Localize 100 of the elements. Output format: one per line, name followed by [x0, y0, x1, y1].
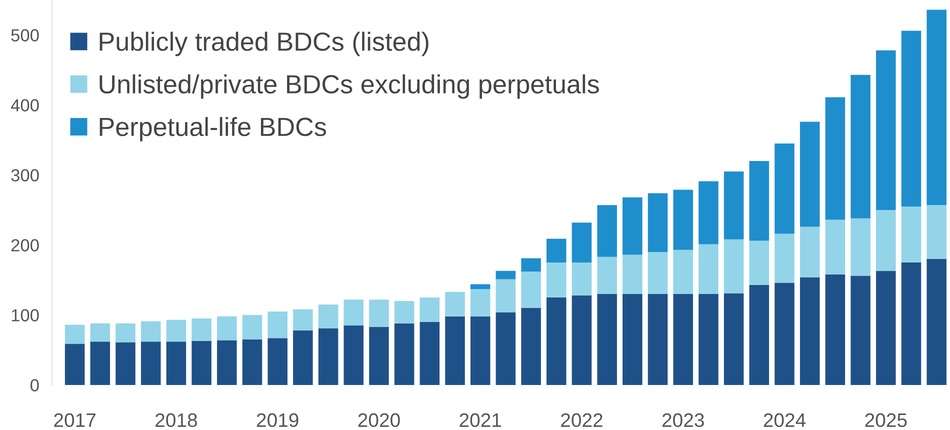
- bar: [546, 262, 566, 298]
- bar: [572, 262, 592, 296]
- bar: [496, 279, 516, 312]
- y-tick-label: 300: [11, 169, 39, 182]
- bar: [140, 321, 161, 342]
- bar: [825, 97, 846, 220]
- bar: [800, 277, 820, 385]
- bar: [926, 259, 946, 385]
- bar: [116, 342, 136, 385]
- x-tick-label: 2018: [156, 413, 197, 428]
- bar: [901, 262, 922, 385]
- bar: [344, 326, 364, 385]
- x-tick-label: 2024: [764, 413, 806, 428]
- bar: [420, 298, 440, 322]
- legend-label: Publicly traded BDCs (listed): [100, 32, 428, 56]
- y-tick-label: 100: [12, 309, 39, 322]
- bar: [774, 282, 794, 385]
- bar: [496, 270, 516, 280]
- bar: [369, 326, 389, 385]
- legend-label: Unlisted/private BDCs excluding perpetuals: [100, 74, 599, 99]
- bar: [774, 144, 794, 234]
- bar: [850, 74, 870, 218]
- bar: [876, 270, 896, 385]
- bar: [800, 122, 820, 227]
- bar: [901, 30, 922, 206]
- bar: [648, 193, 668, 252]
- bar: [597, 205, 617, 257]
- bar: [268, 338, 288, 385]
- bar: [597, 256, 617, 294]
- bar: [166, 342, 186, 385]
- bar: [445, 292, 465, 316]
- bar: [90, 342, 110, 385]
- bar: [64, 344, 85, 385]
- bar: [749, 240, 770, 285]
- bar: [242, 340, 262, 385]
- y-tick-label: 400: [10, 99, 39, 112]
- x-tick-label: 2023: [662, 413, 704, 428]
- bar: [217, 340, 237, 385]
- bar: [394, 301, 414, 324]
- bar: [572, 295, 592, 385]
- bar: [622, 254, 642, 294]
- bar: [369, 300, 389, 327]
- x-tick-label: 2019: [256, 413, 298, 428]
- bar: [268, 312, 288, 338]
- bar: [318, 304, 338, 328]
- bar: [850, 276, 870, 385]
- bar: [546, 298, 566, 385]
- bar: [470, 316, 490, 385]
- bar: [521, 272, 541, 308]
- bar: [698, 244, 718, 294]
- bar: [166, 320, 186, 342]
- y-tick-label: 200: [11, 239, 39, 252]
- bar: [546, 238, 566, 262]
- bar: [470, 289, 490, 316]
- bar: [597, 294, 617, 385]
- bar: [318, 328, 338, 385]
- y-tick-label: 500: [11, 29, 39, 42]
- bar: [116, 323, 136, 342]
- bar: [496, 312, 516, 385]
- bar: [242, 315, 262, 340]
- bar: [926, 205, 946, 259]
- x-tick-label: 2025: [865, 413, 907, 428]
- bar: [622, 197, 642, 255]
- bar: [926, 10, 946, 206]
- bar: [293, 330, 313, 385]
- bar: [698, 181, 718, 244]
- bar: [521, 308, 541, 385]
- bar: [445, 316, 465, 385]
- bar: [64, 324, 85, 344]
- bar: [470, 284, 490, 290]
- bar: [622, 294, 642, 385]
- bar: [90, 323, 110, 342]
- bar: [825, 274, 846, 385]
- bar: [724, 293, 744, 385]
- bar: [344, 300, 364, 326]
- bar: [876, 210, 896, 271]
- bar: [521, 258, 541, 272]
- x-tick-label: 2020: [358, 413, 400, 428]
- bar: [774, 234, 794, 283]
- bar: [724, 172, 744, 240]
- bar: [825, 220, 846, 274]
- bar: [394, 323, 414, 385]
- bar: [192, 318, 212, 341]
- bar: [673, 250, 694, 294]
- bar: [648, 252, 668, 294]
- bar: [420, 322, 440, 385]
- bar: [140, 342, 161, 385]
- x-tick-label: 2017: [54, 413, 96, 428]
- bar: [648, 294, 668, 385]
- bar: [749, 161, 770, 241]
- bar: [293, 309, 313, 330]
- bar: [572, 222, 592, 262]
- legend-label: Perpetual-life BDCs: [100, 116, 326, 142]
- x-tick-label: 2022: [561, 413, 602, 428]
- bar: [192, 340, 212, 385]
- bar: [698, 294, 718, 385]
- bar: [724, 239, 744, 294]
- bar: [217, 316, 237, 340]
- bar: [901, 206, 922, 262]
- bar: [749, 284, 770, 385]
